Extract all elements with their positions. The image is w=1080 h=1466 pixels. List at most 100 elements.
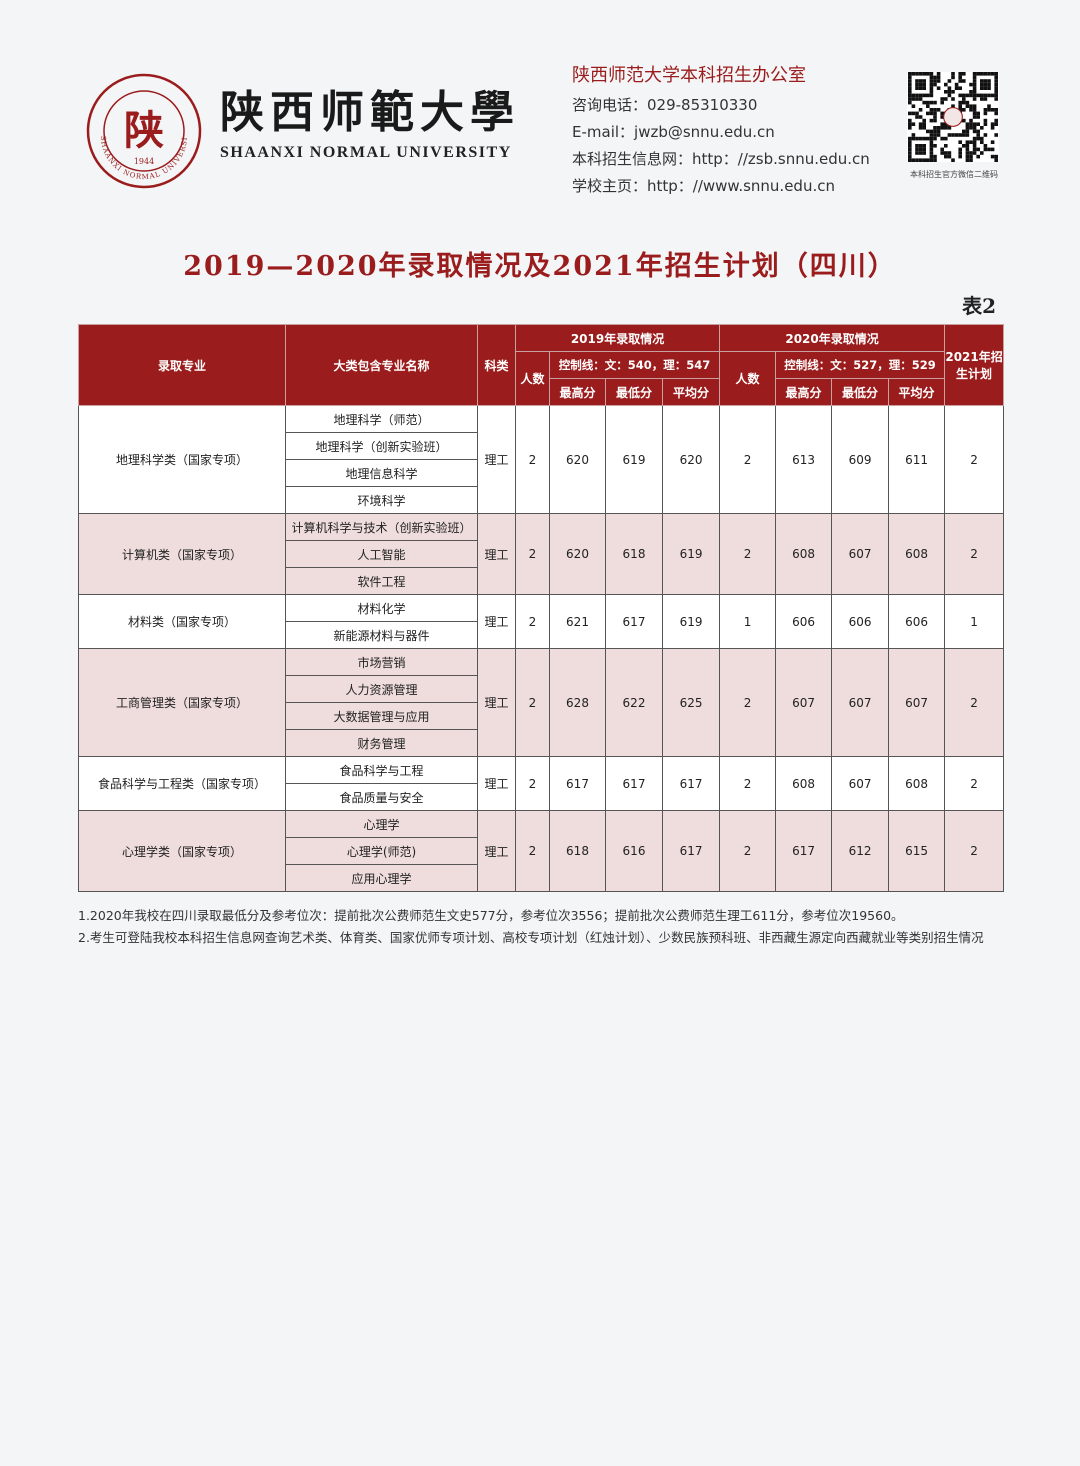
qr-module [922,118,926,123]
qr-module [990,154,995,159]
qr-module [980,97,984,101]
qr-module [987,104,991,108]
header-min-2019: 最低分 [605,378,663,406]
qr-module [980,82,984,87]
qr-module [965,126,970,130]
qr-module [940,97,944,101]
qr-module [918,151,923,155]
header-avg-2020: 平均分 [888,378,946,406]
qr-module [918,147,923,152]
table-row: 人力资源管理 [79,675,1004,703]
header-subject: 科类 [477,324,516,406]
qr-module [918,72,923,76]
qr-module [911,122,916,126]
qr-module [958,104,962,108]
qr-module [933,158,937,162]
qr-module [940,100,944,105]
qr-module [929,154,934,159]
qr-module [962,133,966,137]
qr-module [929,158,934,162]
qr-module [944,144,948,148]
qr-module [933,100,937,105]
table-row: 材料类（国家专项） 材料化学 理工 2 621 617 619 1 606 606 606 1 [78,594,1005,649]
qr-module [965,144,970,148]
cell-sub-major: 市场营销 [285,648,478,676]
qr-module [994,93,998,98]
cell-count-2019: 2 [515,648,550,757]
table-number: 表2 [962,294,996,318]
qr-module [936,79,941,83]
cell-major: 心理学类（国家专项） [78,810,286,892]
qr-module [972,90,977,94]
qr-module [976,133,980,137]
qr-module [987,108,991,112]
qr-module [929,151,934,155]
qr-module [962,79,966,83]
qr-module [922,86,926,90]
qr-module [951,72,955,76]
cell-count-2019: 2 [515,594,550,649]
qr-module [947,79,952,83]
qr-module [987,147,991,152]
qr-module [922,122,926,126]
cell-min-2020: 606 [831,594,890,649]
qr-module [933,126,937,130]
qr-module [918,97,923,101]
qr-module [958,100,962,105]
qr-module [911,93,916,98]
cell-plan-2021: 2 [944,756,1005,811]
qr-module [980,140,984,144]
qr-module [990,140,995,144]
cell-avg-2019: 625 [661,648,721,757]
cell-max-2019: 628 [549,648,606,757]
qr-module [918,82,923,87]
qr-module [933,133,937,137]
qr-module [987,82,991,87]
qr-module [911,136,916,141]
qr-module [976,154,980,159]
cell-sub-major: 食品质量与安全 [285,783,478,811]
qr-module [911,72,916,76]
qr-module [929,86,934,90]
qr-module [954,82,959,87]
qr-module [933,144,937,148]
qr-module [944,151,948,155]
qr-module [972,82,977,87]
homepage: 学校主页：http：//www.snnu.edu.cn [572,177,835,195]
header-count-2019: 人数 [515,351,550,406]
qr-module [933,79,937,83]
note-2: 2.考生可登陆我校本科招生信息网查询艺术类、体育类、国家优师专项计划、高校专项计… [78,930,984,945]
header-max-2020: 最高分 [775,378,833,406]
wordmark-cn: 陕西师範大學 [220,87,520,138]
cell-subject: 理工 [477,756,516,811]
qr-module [947,151,952,155]
cell-min-2020: 609 [831,405,890,514]
qr-module [915,79,919,83]
qr-module [976,147,980,152]
cell-min-2020: 612 [831,810,890,892]
cell-avg-2019: 620 [661,405,721,514]
qr-module [976,129,980,134]
qr-module [908,86,912,90]
header-max-2019: 最高分 [549,378,606,406]
header-major: 录取专业 [78,324,286,406]
qr-module [990,108,995,112]
qr-module [936,126,941,130]
cell-sub-major: 环境科学 [285,486,478,514]
qr-module [929,100,934,105]
cell-count-2019: 2 [515,810,550,892]
qr-module [926,129,930,134]
qr-module [918,144,923,148]
qr-module [972,93,977,98]
cell-subject: 理工 [477,594,516,649]
cell-sub-major: 材料化学 [285,594,478,622]
cell-avg-2020: 608 [888,756,946,811]
qr-module [965,129,970,134]
cell-subject: 理工 [477,810,516,892]
qr-module [980,86,984,90]
qr-module [962,108,966,112]
cell-avg-2020: 606 [888,594,946,649]
qr-module [936,72,941,76]
qr-module [915,86,919,90]
qr-module [962,118,966,123]
